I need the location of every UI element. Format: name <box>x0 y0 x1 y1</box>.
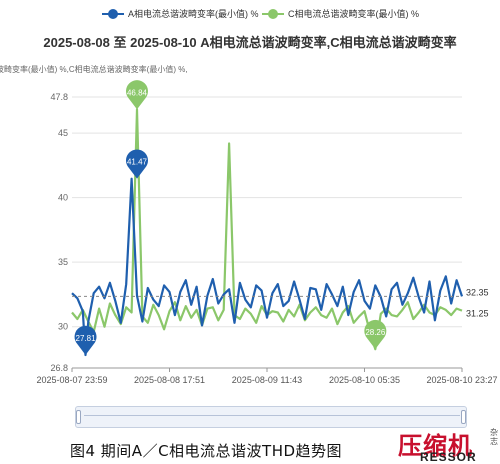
legend-item-series-c[interactable]: C相电流总谐波畸变率(最小值) % <box>262 7 419 20</box>
data-zoom-slider[interactable] <box>75 406 467 428</box>
legend-swatch-c-icon <box>262 8 284 19</box>
y-tick-label: 30 <box>58 322 68 332</box>
x-tick-label: 2025-08-08 17:51 <box>134 375 205 385</box>
legend-swatch-a-icon <box>102 8 124 19</box>
series-line-a[interactable] <box>71 177 464 357</box>
figure-caption: 图4 期间A／C相电流总谐波THD趋势图 <box>70 442 343 460</box>
data-zoom-left-handle[interactable] <box>76 410 81 424</box>
legend-item-series-a[interactable]: A相电流总谐波畸变率(最小值) % <box>102 7 259 20</box>
min-pin-c-label: 28.26 <box>365 328 386 337</box>
max-pin-a-shape <box>126 149 148 179</box>
min-pin-a[interactable]: 27.81 <box>74 325 97 355</box>
logo-text-en: RESSOR <box>420 450 477 464</box>
legend-label-series-c: C相电流总谐波畸变率(最小值) % <box>288 9 419 19</box>
x-tick-label: 2025-08-10 23:27 <box>426 375 497 385</box>
x-tick-label: 2025-08-07 23:59 <box>36 375 107 385</box>
logo-text-tag: 杂志 <box>490 428 498 446</box>
y-tick-label: 45 <box>58 128 68 138</box>
min-pin-c-shape <box>364 319 387 350</box>
max-pin-c[interactable]: 46.84 <box>126 80 148 110</box>
max-pin-a[interactable]: 41.47 <box>126 149 148 179</box>
end-value-label-c: 31.25 <box>466 309 489 319</box>
y-tick-label: 26.8 <box>50 363 68 373</box>
chart-plot[interactable]: 26.8 30 35 40 45 47.8 2025-08-07 23:59 2025-08-… <box>0 80 500 390</box>
chart-title: 2025-08-08 至 2025-08-10 A相电流总谐波畸变率,C相电流总… <box>43 35 457 50</box>
x-tick-label: 2025-08-10 05:35 <box>329 375 400 385</box>
data-zoom-preview <box>84 415 460 420</box>
max-pin-c-shape <box>126 80 148 110</box>
end-value-label-a: 32.35 <box>466 287 489 297</box>
max-pin-c-label: 46.84 <box>127 88 148 97</box>
legend-label-series-a: A相电流总谐波畸变率(最小值) % <box>128 9 259 19</box>
y-tick-label: 40 <box>58 193 68 203</box>
min-pin-a-shape <box>74 325 97 355</box>
max-pin-a-label: 41.47 <box>127 158 148 167</box>
min-pin-a-label: 27.81 <box>76 334 97 343</box>
chart-legend: A相电流总谐波畸变率(最小值) % C相电流总谐波畸变率(最小值) % <box>0 7 500 23</box>
brand-logo: 压缩机 RESSOR 杂志 <box>398 426 500 464</box>
min-pin-c[interactable]: 28.26 <box>364 319 387 350</box>
y-axis-label: 波畸变率(最小值) %,C相电流总谐波畸变率(最小值) %, <box>0 65 188 74</box>
y-tick-label: 35 <box>58 257 68 267</box>
logo-text-cn: 压缩机 <box>398 432 473 460</box>
data-zoom-right-handle[interactable] <box>461 410 466 424</box>
y-tick-label: 47.8 <box>50 92 68 102</box>
x-tick-label: 2025-08-09 11:43 <box>232 375 302 385</box>
